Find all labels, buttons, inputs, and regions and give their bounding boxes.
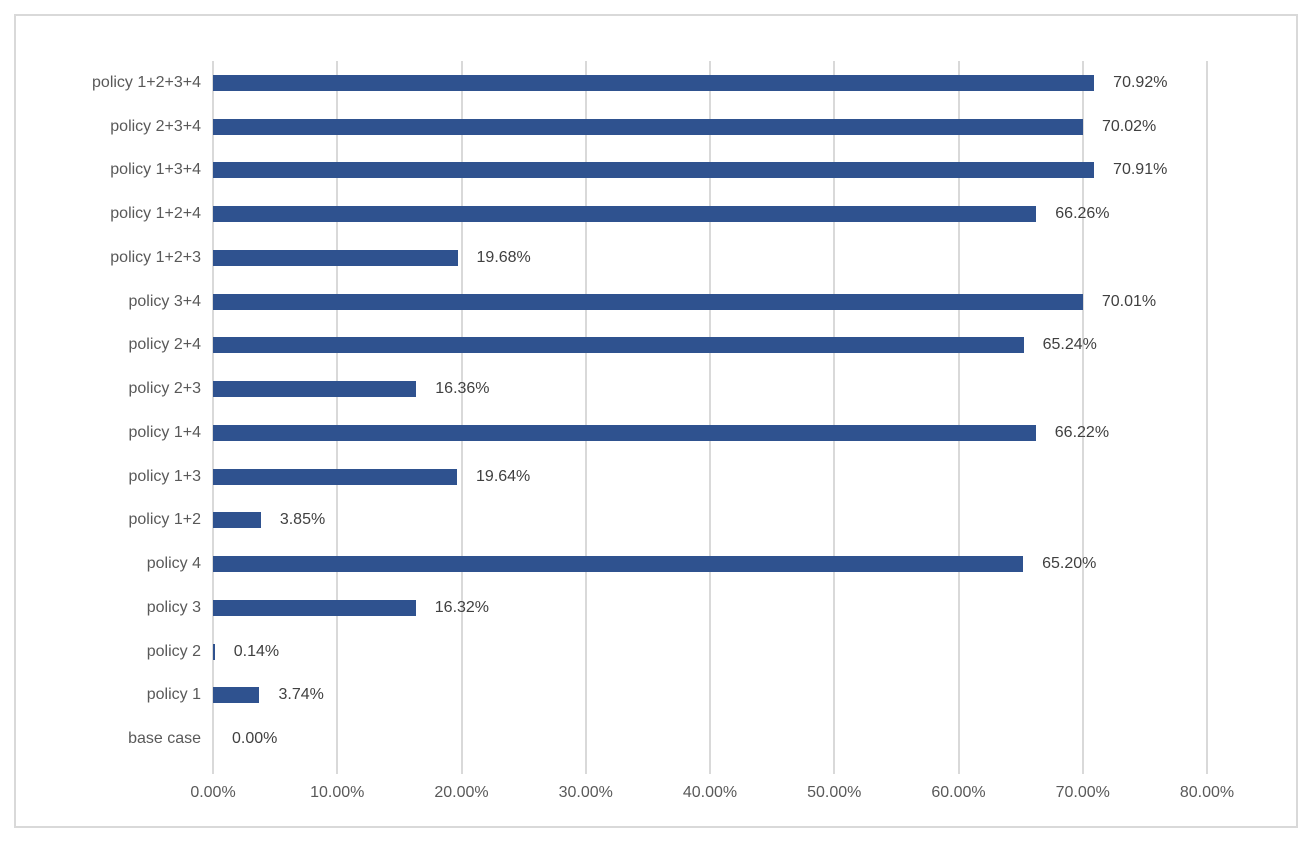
data-label: 19.64% xyxy=(476,467,531,485)
category-axis: policy 1+2+3+4 policy 2+3+4 policy 1+3+4… xyxy=(16,61,201,761)
category-label: policy 1+2+3 xyxy=(110,248,201,266)
bar xyxy=(213,599,416,616)
bar xyxy=(213,424,1036,441)
category-label: policy 1+2+3+4 xyxy=(92,73,201,91)
category-label: policy 1 xyxy=(146,686,201,704)
gridlines xyxy=(212,61,1208,774)
bar-row: 3.74% xyxy=(213,674,1207,718)
bar-row: 66.22% xyxy=(213,411,1207,455)
chart-frame: policy 1+2+3+4 policy 2+3+4 policy 1+3+4… xyxy=(14,14,1298,828)
bar xyxy=(213,337,1024,354)
category-label: policy 4 xyxy=(146,555,201,573)
bar-row: 0.14% xyxy=(213,630,1207,674)
gridline xyxy=(1081,61,1084,774)
gridline xyxy=(336,61,339,774)
category-label: policy 2+3+4 xyxy=(110,117,201,135)
gridline xyxy=(709,61,711,774)
bar-rows: 70.92% 70.02% 70.91% 66.26% 19.68% 70.01… xyxy=(213,61,1207,761)
category-label: policy 1+4 xyxy=(128,423,202,441)
data-label: 70.92% xyxy=(1113,73,1168,91)
bar-row: 16.32% xyxy=(213,586,1207,630)
category-label: policy 2+3 xyxy=(128,380,202,398)
data-label: 66.22% xyxy=(1054,423,1110,441)
x-axis: 0.00% 10.00% 20.00% 30.00% 40.00% 50.00% 60.00… xyxy=(16,784,1296,808)
bar-row: 70.91% xyxy=(213,149,1207,193)
data-label: 3.74% xyxy=(278,686,324,704)
data-label: 70.02% xyxy=(1101,117,1157,135)
data-label: 16.32% xyxy=(434,598,490,616)
data-label: 65.24% xyxy=(1042,336,1097,354)
bar xyxy=(213,468,458,485)
bar xyxy=(213,293,1083,310)
category-label: base case xyxy=(128,730,201,748)
gridline xyxy=(1206,61,1208,774)
plot-area: 70.92% 70.02% 70.91% 66.26% 19.68% 70.01… xyxy=(212,61,1208,774)
bar-row: 70.02% xyxy=(213,105,1207,149)
gridline xyxy=(584,61,587,774)
category-label: policy 2 xyxy=(146,642,201,660)
data-label: 70.91% xyxy=(1113,161,1168,179)
x-tick-label: 50.00% xyxy=(807,784,862,801)
bar-row: 19.64% xyxy=(213,455,1207,499)
bar-row: 70.92% xyxy=(213,61,1207,105)
bar xyxy=(213,381,417,398)
category-label: policy 2+4 xyxy=(128,336,202,354)
data-label: 19.68% xyxy=(476,248,531,266)
x-tick-label: 20.00% xyxy=(434,784,489,801)
category-label: policy 3+4 xyxy=(128,292,202,310)
bar xyxy=(213,162,1095,179)
bar-row: 70.01% xyxy=(213,280,1207,324)
data-label: 0.14% xyxy=(233,642,280,660)
bar-row: 3.85% xyxy=(213,499,1207,543)
category-label: policy 1+2 xyxy=(128,511,202,529)
bar xyxy=(213,687,260,704)
data-label: 70.01% xyxy=(1101,292,1157,310)
bar-row: 66.26% xyxy=(213,192,1207,236)
bar-row: 65.24% xyxy=(213,324,1207,368)
gridline xyxy=(212,61,214,774)
gridline xyxy=(957,61,960,774)
bar-row: 0.00% xyxy=(213,717,1207,761)
gridline xyxy=(833,61,836,774)
x-tick-label: 60.00% xyxy=(931,784,986,801)
data-label: 0.00% xyxy=(232,730,278,748)
bar xyxy=(213,118,1083,135)
data-label: 16.36% xyxy=(435,380,490,398)
category-label: policy 1+2+4 xyxy=(110,205,201,223)
x-tick-label: 70.00% xyxy=(1055,784,1110,801)
x-tick-label: 30.00% xyxy=(558,784,613,801)
bar xyxy=(213,512,261,529)
bar xyxy=(213,249,458,266)
category-label: policy 1+3 xyxy=(128,467,202,485)
category-label: policy 3 xyxy=(146,598,201,616)
x-tick-label: 40.00% xyxy=(682,784,738,801)
data-label: 65.20% xyxy=(1042,555,1097,573)
x-tick-label: 10.00% xyxy=(310,784,365,801)
bar-row: 16.36% xyxy=(213,367,1207,411)
x-tick-label: 80.00% xyxy=(1179,784,1235,801)
x-tick-label: 0.00% xyxy=(190,784,236,801)
bar-row: 19.68% xyxy=(213,236,1207,280)
data-label: 66.26% xyxy=(1055,205,1110,223)
bar-row: 65.20% xyxy=(213,542,1207,586)
data-label: 3.85% xyxy=(279,511,326,529)
bar xyxy=(213,74,1095,91)
bar xyxy=(213,556,1024,573)
bar xyxy=(213,643,215,660)
gridline xyxy=(460,61,463,774)
category-label: policy 1+3+4 xyxy=(110,161,201,179)
bar xyxy=(213,206,1037,223)
